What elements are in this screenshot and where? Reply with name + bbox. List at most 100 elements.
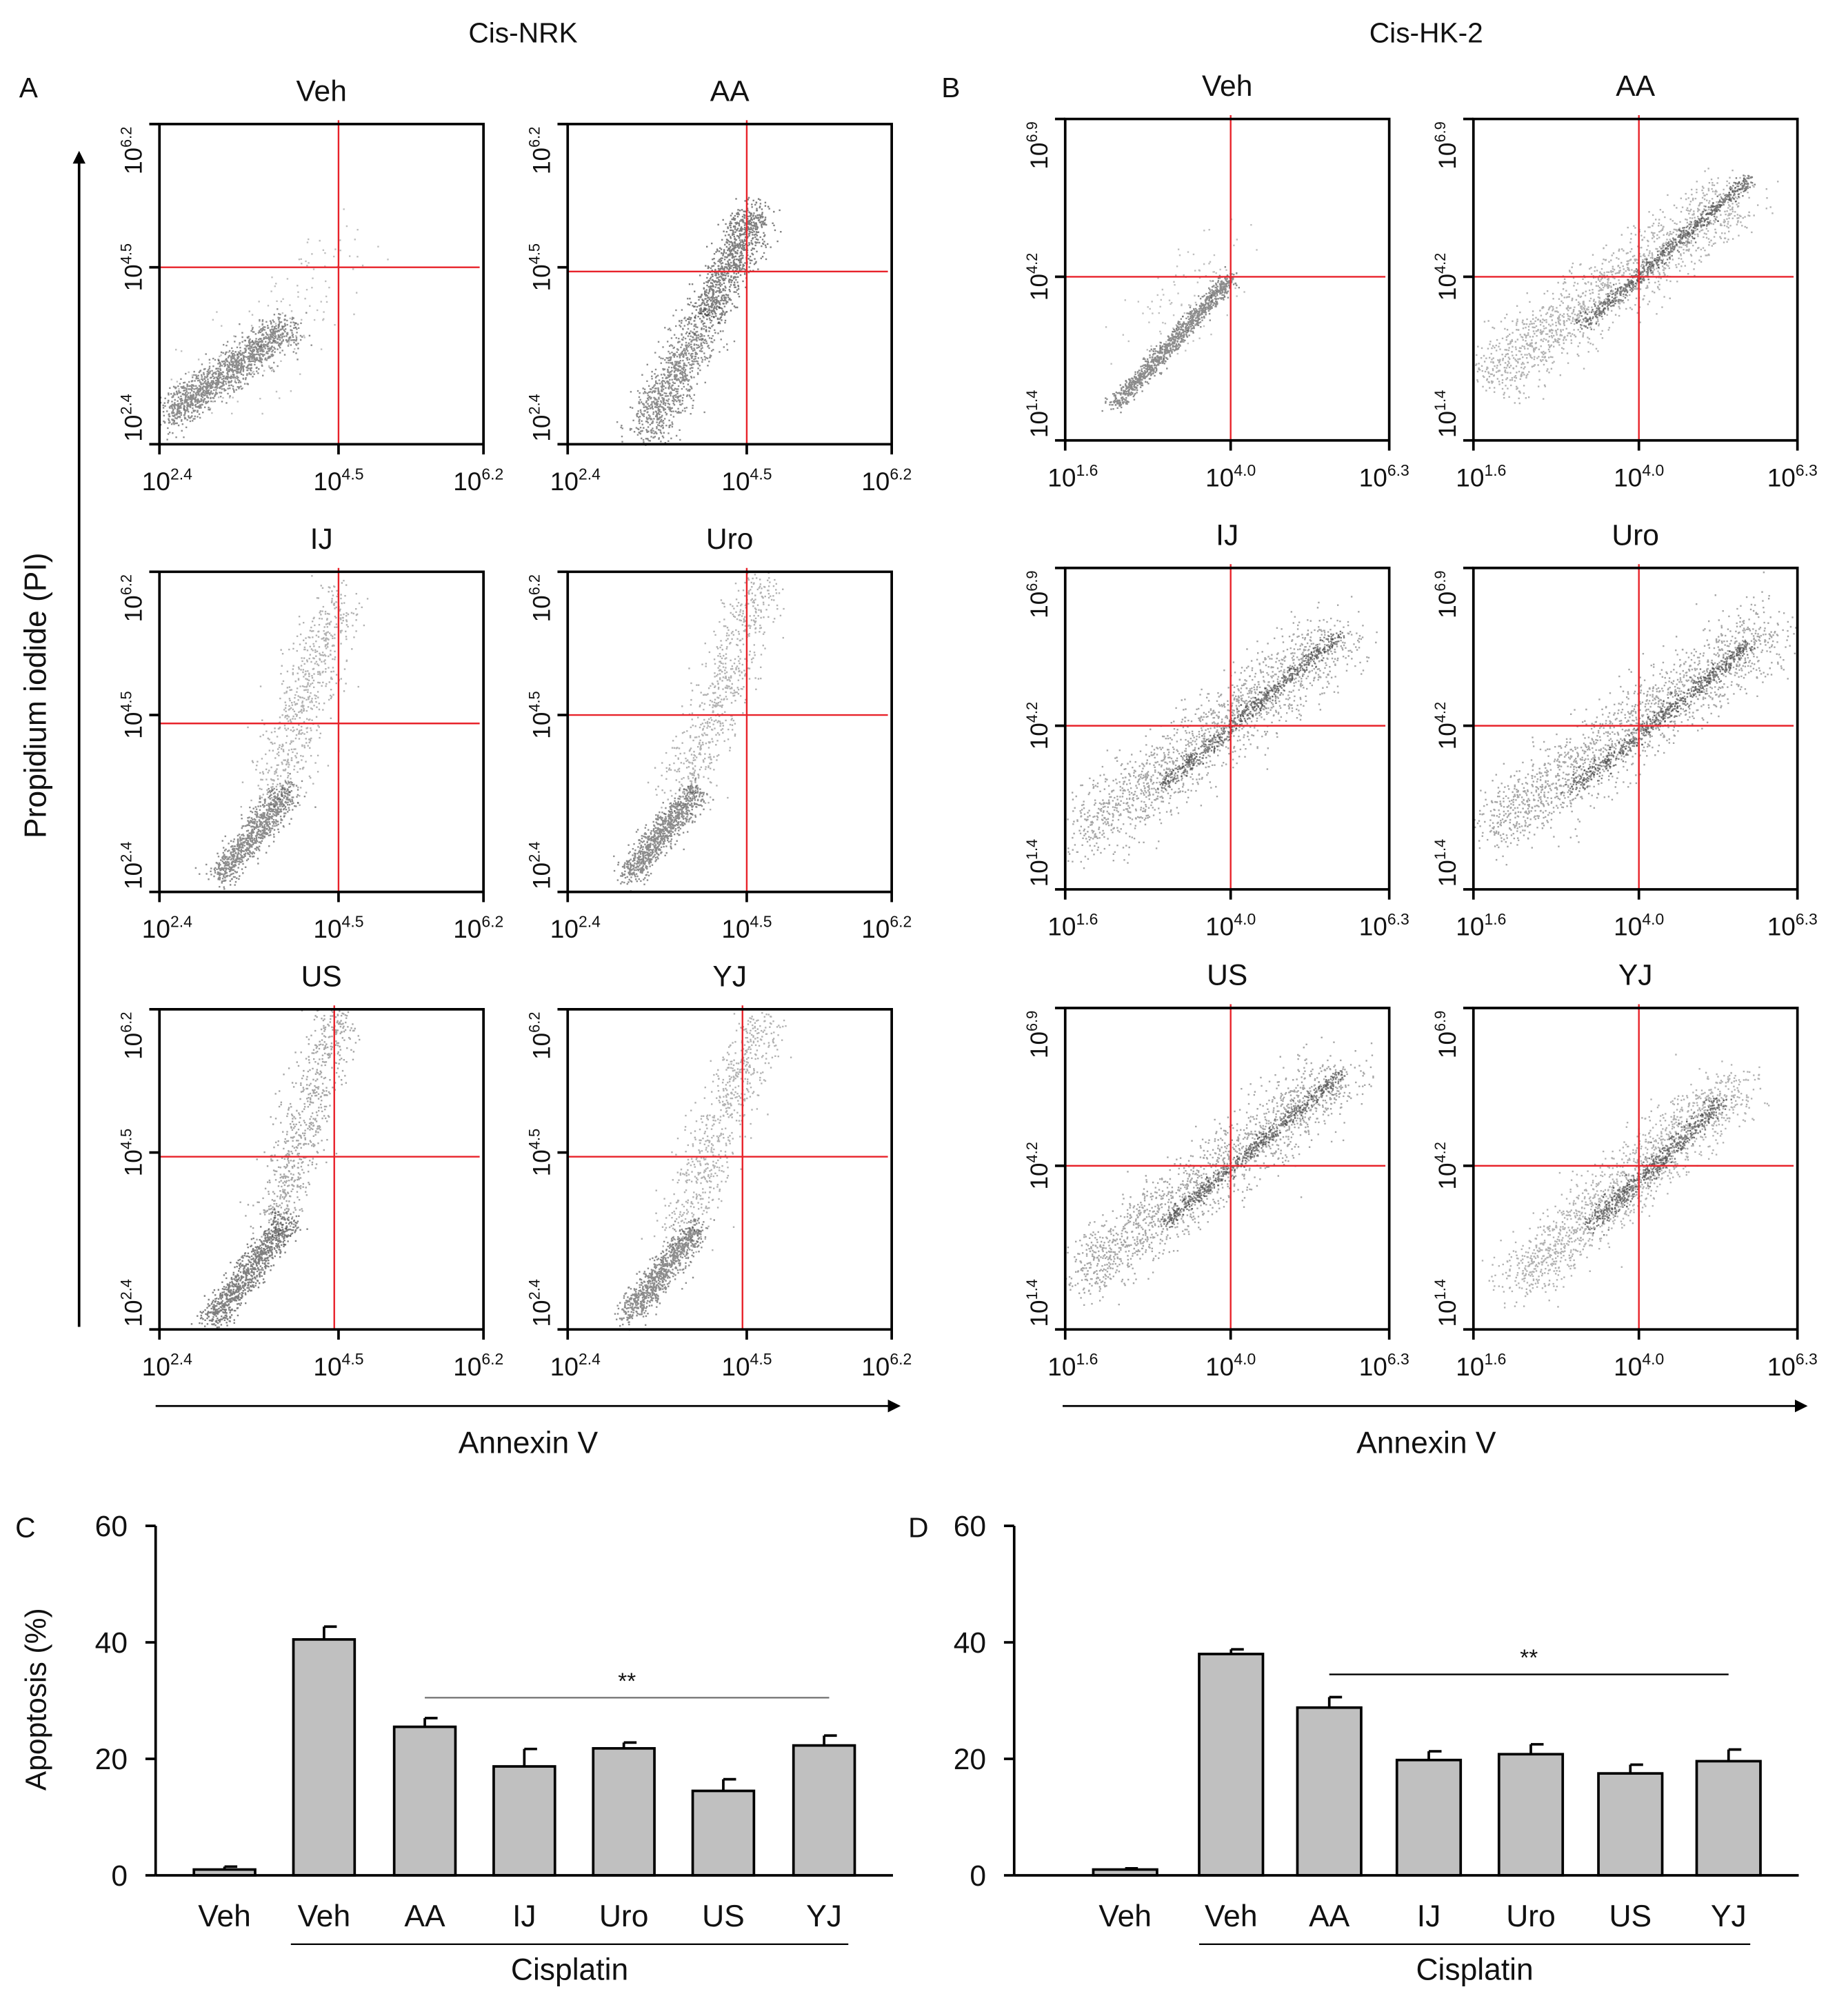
plot-frame: [1472, 566, 1799, 891]
panel-label-d: D: [908, 1512, 928, 1544]
x-tick-label: 106.3: [1359, 910, 1409, 941]
x-tick-label: 104.0: [1205, 1350, 1256, 1381]
scatter-points: [1156, 630, 1345, 790]
x-tick-label: 104.0: [1614, 1350, 1664, 1381]
y-tick-label: 102.4: [526, 842, 556, 889]
scatter-points: [1161, 1070, 1346, 1229]
y-tick-label: 101.4: [1023, 390, 1053, 438]
x-tick-label: Veh: [198, 1899, 251, 1933]
flow-plot-a-uro: Uro 102.4 104.5 106.2 102.4 104.5 106.2: [526, 523, 912, 943]
y-tick-label: 104.2: [1023, 253, 1053, 301]
plot-frame: [1063, 117, 1391, 442]
y-tick-label: 106.9: [1023, 121, 1053, 169]
y-tick-label: 104.5: [526, 243, 556, 291]
x-tick-label: 101.6: [1047, 910, 1098, 941]
x-tick-label: Veh: [298, 1899, 351, 1933]
x-tick-label: IJ: [1417, 1899, 1441, 1933]
x-tick-label: 104.0: [1614, 461, 1664, 492]
flow-plot-a-us: US 102.4 104.5 106.2 102.4 104.5 106.2: [118, 960, 504, 1381]
bar-chart-c: 0 20 40 60 Veh Veh AA IJ Uro US YJ Cisplatin **: [95, 1510, 893, 1987]
y-tick-label: 40: [954, 1626, 986, 1660]
x-tick-label: 104.5: [313, 913, 363, 944]
plot-title: AA: [1616, 70, 1655, 103]
x-tick-label: 101.6: [1047, 461, 1098, 492]
y-tick-label: 102.4: [526, 394, 556, 441]
x-tick-label: US: [702, 1899, 745, 1933]
significance-label: **: [618, 1669, 636, 1694]
x-tick-label: 104.0: [1614, 910, 1664, 941]
group-title-cis-hk2: Cis-HK-2: [1369, 17, 1483, 49]
flow-plot-a-ij: IJ 102.4 104.5 106.2 102.4 104.5 106.2: [118, 523, 504, 943]
y-tick-label: 106.2: [118, 574, 148, 622]
scatter-points: [1067, 596, 1378, 869]
y-tick-label: 106.2: [118, 1012, 148, 1060]
panel-label-b: B: [941, 72, 960, 103]
x-tick-label: 101.6: [1456, 461, 1506, 492]
x-tick-label: 104.5: [313, 465, 363, 496]
bar-charts: 0 20 40 60 Veh Veh AA IJ Uro US YJ Cisplatin ** 0 20 40…: [95, 1510, 1799, 1987]
x-tick-label: 101.6: [1047, 1350, 1098, 1381]
plot-frame: [158, 123, 485, 446]
y-tick-label: 106.9: [1023, 570, 1053, 618]
bar-aa: [1296, 1706, 1363, 1877]
group-label-cisplatin: Cisplatin: [1416, 1953, 1533, 1987]
y-tick-label: 104.2: [1023, 1142, 1053, 1189]
bar-us: [691, 1789, 756, 1877]
x-axis-label-annexin-a: Annexin V: [459, 1427, 599, 1460]
y-tick-label: 102.4: [118, 842, 148, 889]
x-tick-label: YJ: [1711, 1899, 1747, 1933]
x-tick-label: 104.5: [721, 1350, 772, 1381]
y-tick-label: 104.2: [1432, 702, 1461, 749]
plot-title: IJ: [1216, 518, 1238, 552]
x-tick-label: Veh: [1098, 1899, 1152, 1933]
y-tick-label: 20: [95, 1743, 128, 1776]
x-tick-label: 104.5: [721, 913, 772, 944]
panel-label-a: A: [19, 72, 39, 103]
plot-frame: [1063, 566, 1391, 891]
y-tick-label: 106.9: [1432, 570, 1461, 618]
scatter-points: [239, 1009, 361, 1246]
plot-title: Uro: [1612, 518, 1659, 552]
plot-title: Veh: [1202, 70, 1252, 103]
x-tick-label: 104.0: [1205, 461, 1256, 492]
x-tick-label: 101.6: [1456, 1350, 1506, 1381]
y-axis-label-pi: Propidium iodide (PI): [19, 553, 53, 839]
scatter-points: [159, 308, 312, 441]
x-axis-label-annexin-b: Annexin V: [1356, 1427, 1496, 1460]
flow-plot-b-uro: Uro 101.6 104.0 106.3 101.4 104.2 106.9: [1432, 518, 1818, 940]
y-tick-label: 101.4: [1023, 1279, 1053, 1327]
plot-title: Veh: [297, 75, 347, 108]
flow-plot-b-aa: AA 101.6 104.0 106.3 101.4 104.2 106.9: [1432, 70, 1818, 492]
bar-uro: [1497, 1753, 1565, 1877]
bar-yj: [1695, 1760, 1762, 1877]
y-tick-label: 40: [95, 1626, 128, 1660]
apoptosis-y-label: Apoptosis (%): [20, 1608, 53, 1791]
y-tick-label: 106.2: [118, 127, 148, 174]
flow-plot-b-yj: YJ 101.6 104.0 106.3 101.4 104.2 106.9: [1432, 959, 1818, 1381]
x-tick-label: 106.3: [1359, 461, 1409, 492]
flow-plot-b-us: US 101.6 104.0 106.3 101.4 104.2 106.9: [1023, 959, 1409, 1381]
flow-plot-b-veh: Veh 101.6 104.0 106.3 101.4 104.2 106.9: [1023, 70, 1409, 492]
y-tick-label: 101.4: [1023, 839, 1053, 887]
y-tick-label: 60: [95, 1510, 128, 1543]
scatter-points: [1481, 1054, 1770, 1309]
x-tick-label: US: [1609, 1899, 1652, 1933]
y-tick-label: 104.5: [118, 243, 148, 291]
x-tick-label: 106.2: [861, 1350, 912, 1381]
y-tick-label: 104.5: [118, 691, 148, 738]
plot-title: US: [301, 960, 342, 994]
bar-ij: [492, 1765, 556, 1877]
x-tick-label: 106.2: [453, 913, 503, 944]
x-tick-label: Veh: [1205, 1899, 1258, 1933]
y-tick-label: 106.9: [1023, 1011, 1053, 1058]
x-tick-label: 104.0: [1205, 910, 1256, 941]
bar-veh: [292, 1637, 357, 1877]
y-tick-label: 102.4: [118, 394, 148, 441]
y-tick-label: 101.4: [1432, 839, 1461, 887]
flow-plot-a-aa: AA 102.4 104.5 106.2 102.4 104.5 106.2: [526, 75, 912, 496]
scatter-points: [1474, 571, 1798, 866]
group-title-cis-nrk: Cis-NRK: [468, 17, 577, 49]
scatter-points: [240, 575, 369, 828]
plot-title: AA: [710, 75, 750, 108]
x-tick-label: AA: [1309, 1899, 1350, 1933]
